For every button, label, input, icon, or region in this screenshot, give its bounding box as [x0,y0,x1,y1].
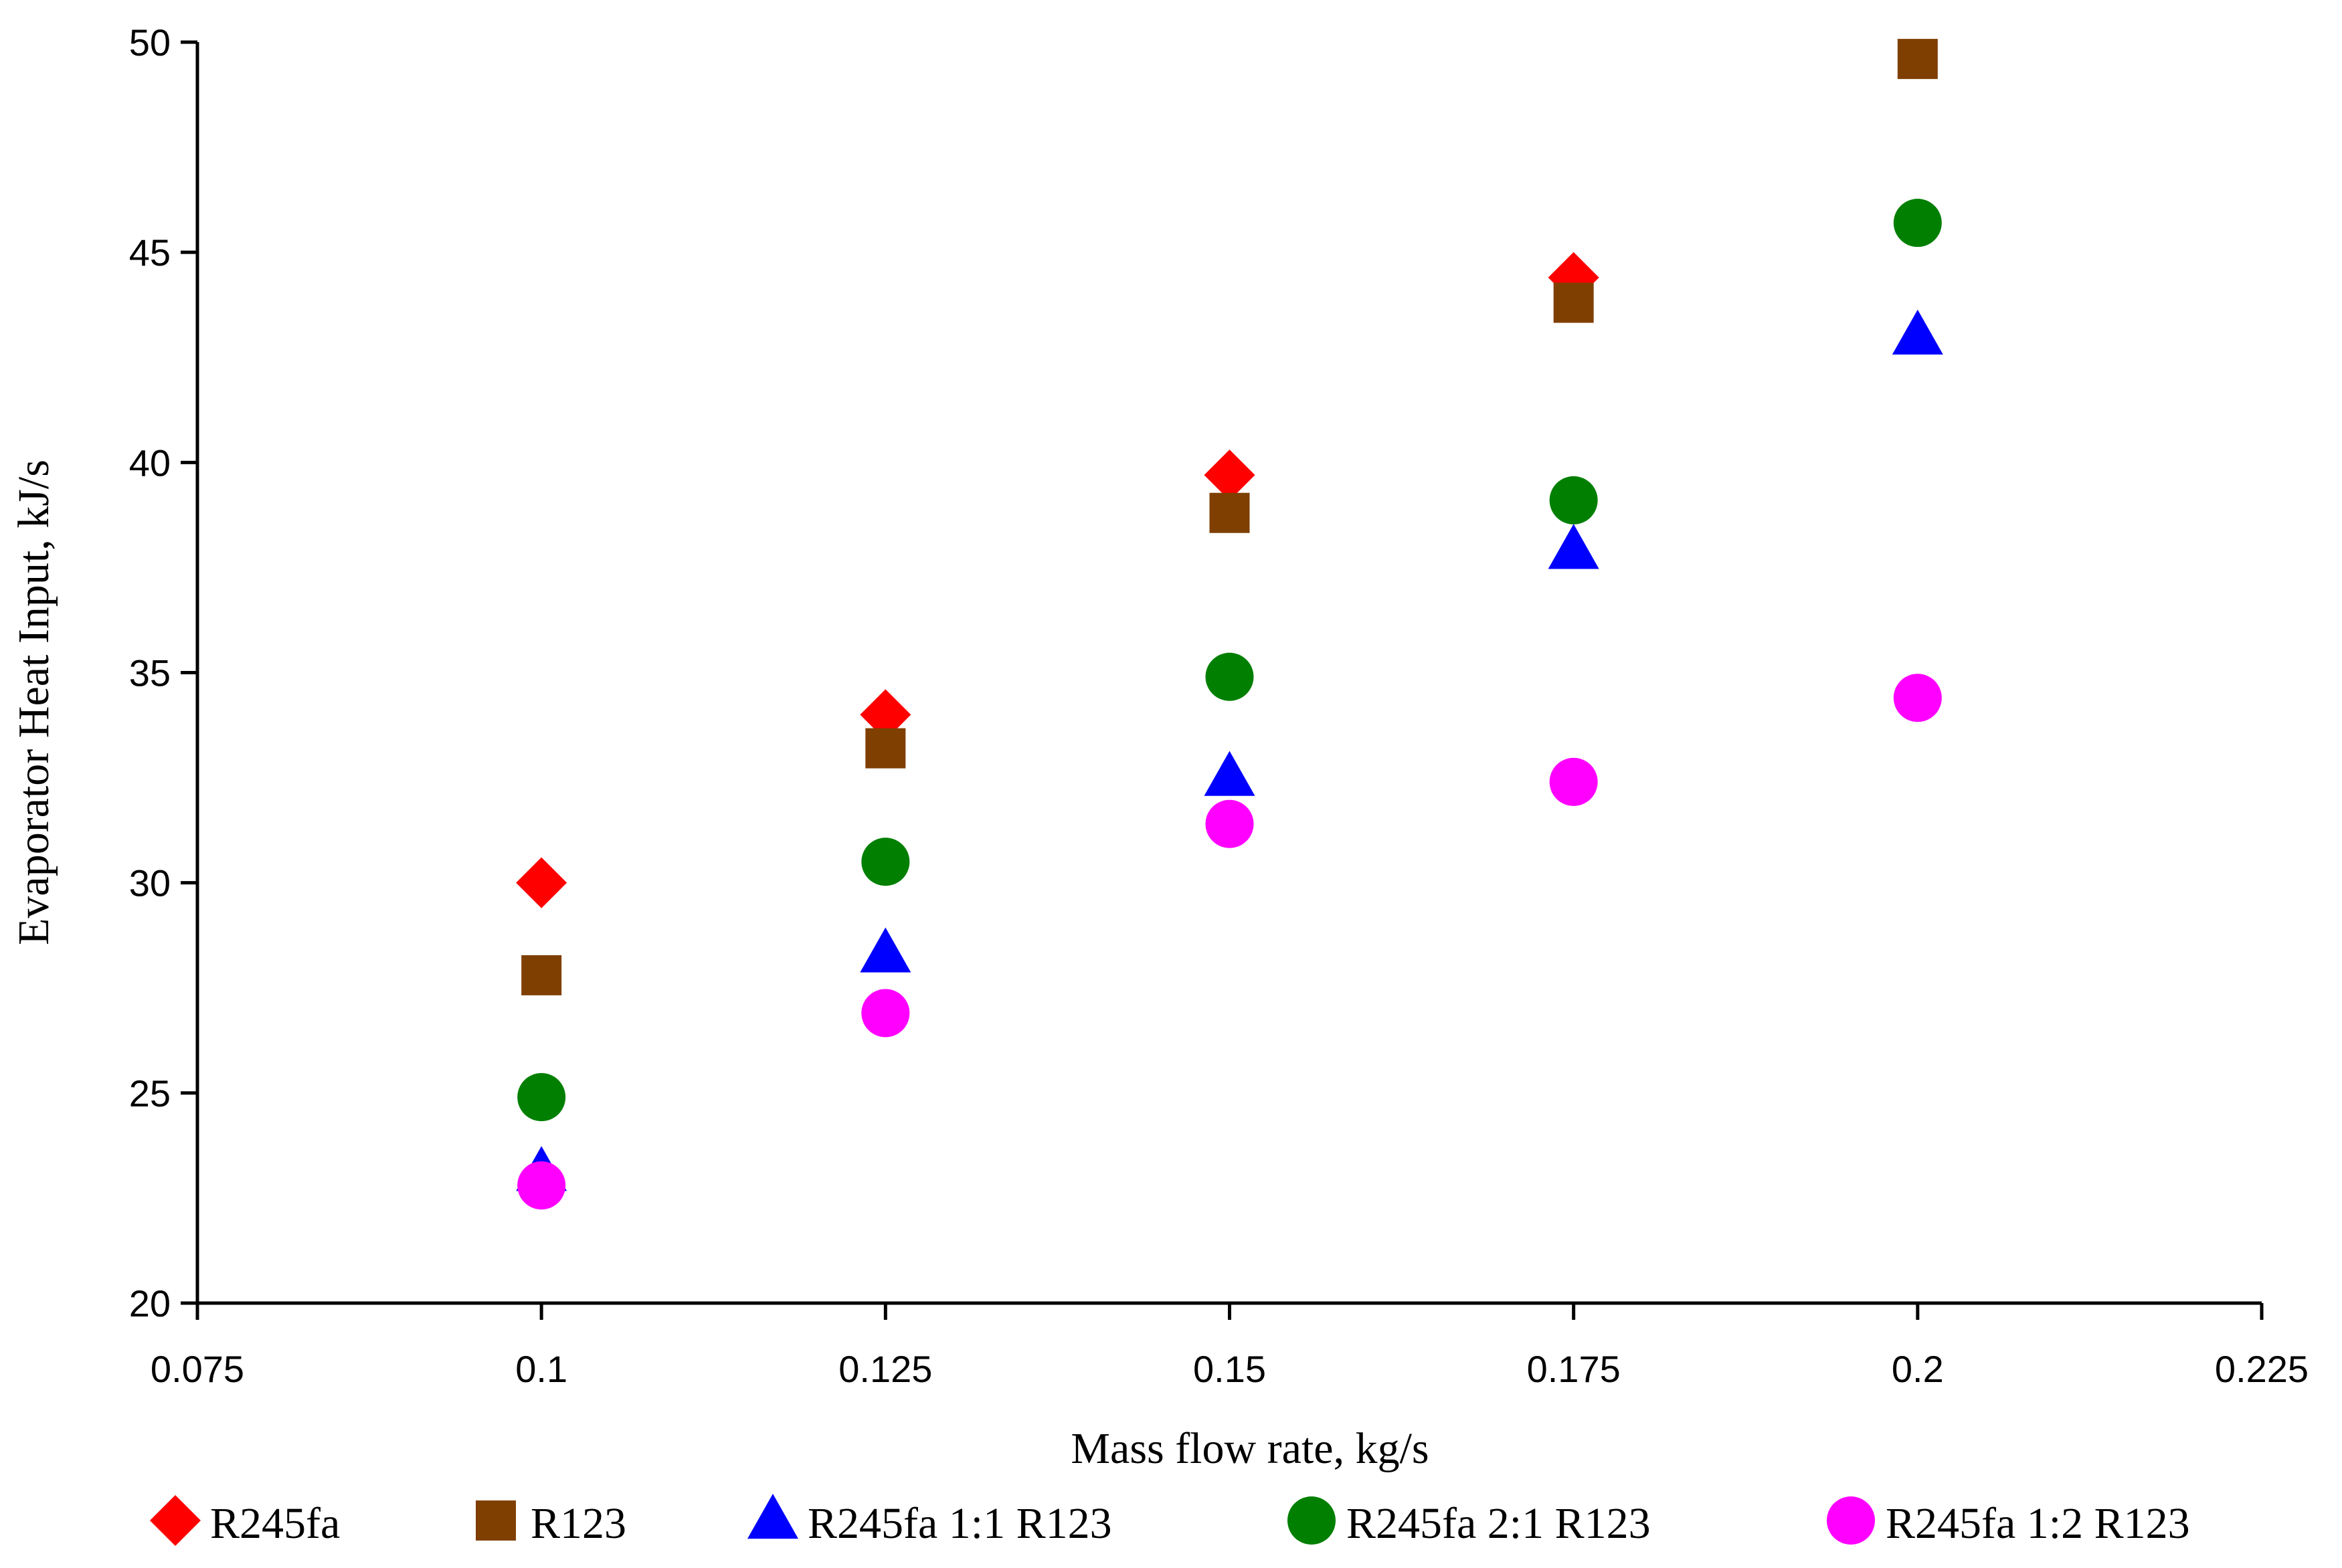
data-point [861,838,910,886]
data-point [1549,476,1598,524]
data-point [521,955,562,995]
legend-marker [476,1500,516,1541]
legend-item: R245fa 2:1 R123 [1287,1496,1651,1548]
ticks: 0.075 0.1 0.125 0.15 0.175 0.2 0.225 20 25 30 35 40… [129,21,2309,1390]
data-point [517,1161,566,1210]
series-r245fa-1-2-r123 [517,674,1942,1210]
data-point [1553,282,1594,323]
data-point [1204,751,1255,796]
data-point [1892,309,1943,355]
series-r245fa-1-1-r123 [516,309,1943,1191]
data-point [1204,450,1255,501]
data-point [860,689,911,741]
data-point [1205,799,1254,848]
data-point [1549,757,1598,806]
data-point [517,1073,566,1122]
data-point [865,728,906,769]
legend-item: R245fa [150,1495,340,1548]
y-tick-label: 45 [129,231,171,274]
legend-item: R123 [476,1499,626,1548]
legend-marker [1827,1496,1875,1545]
data-point [1893,674,1942,722]
legend-item: R245fa 1:1 R123 [747,1494,1112,1548]
data-point [1897,39,1938,80]
data-point [1548,524,1599,569]
x-tick-label: 0.225 [2215,1348,2309,1390]
x-tick-label: 0.125 [838,1348,932,1390]
y-tick-label: 50 [129,21,171,64]
data-point [1205,652,1254,701]
data-point [860,927,911,973]
x-tick-label: 0.1 [515,1348,567,1390]
data-points [516,39,1943,1210]
x-tick-label: 0.15 [1193,1348,1266,1390]
y-tick-label: 40 [129,442,171,484]
legend-label: R123 [531,1499,626,1548]
legend-marker [747,1494,798,1539]
legend-label: R245fa 1:2 R123 [1886,1499,2190,1548]
data-point [1209,492,1250,533]
legend-item: R245fa 1:2 R123 [1827,1496,2190,1548]
x-axis-title: Mass flow rate, kg/s [1071,1424,1429,1473]
legend-marker [150,1495,201,1546]
data-point [861,989,910,1038]
y-tick-label: 35 [129,652,171,694]
y-tick-label: 30 [129,862,171,904]
series-r245fa [516,252,1599,908]
data-point [1893,199,1942,248]
x-tick-label: 0.2 [1892,1348,1944,1390]
x-tick-label: 0.175 [1527,1348,1621,1390]
y-axis-title: Evaporator Heat Input, kJ/s [9,460,58,945]
legend-marker [1287,1496,1336,1545]
y-tick-label: 20 [129,1282,171,1325]
series-r123 [521,39,1938,995]
legend-label: R245fa [210,1499,340,1548]
data-point [516,857,567,908]
x-tick-label: 0.075 [151,1348,244,1390]
legend: R245fa R123 R245fa 1:1 R123 R245fa 2:1 R123… [150,1494,2190,1548]
series-r245fa-2-1-r123 [517,199,1942,1122]
y-tick-label: 25 [129,1072,171,1114]
legend-label: R245fa 2:1 R123 [1346,1499,1651,1548]
legend-label: R245fa 1:1 R123 [808,1499,1112,1548]
